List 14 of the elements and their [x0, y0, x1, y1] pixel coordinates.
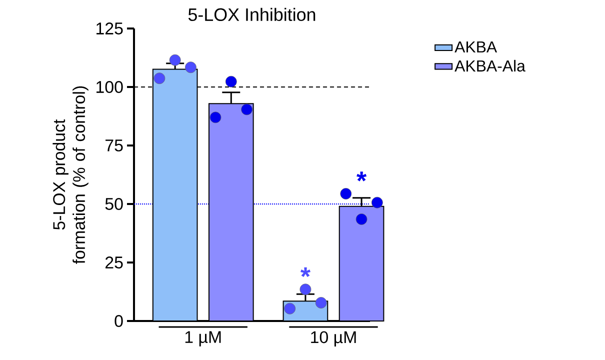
y-tick-label: 125: [96, 22, 123, 34]
annotation: *: [300, 267, 310, 278]
y-axis-title: 5-LOX product formation (% of control): [52, 86, 88, 264]
x-tick-label: 1 µM: [185, 331, 221, 346]
y-tick-label: 50: [105, 198, 123, 210]
y-tick-label: 100: [96, 81, 123, 93]
annotation: *: [356, 172, 367, 182]
legend-label: AKBA: [454, 41, 498, 52]
chart-title: 5-LOX Inhibition: [188, 8, 316, 21]
y-tick-label: 75: [106, 140, 123, 152]
y-tick-label: 0: [114, 315, 123, 327]
y-tick-label: 25: [106, 256, 123, 268]
x-tick-label: 10 µM: [311, 331, 356, 347]
legend-label: AKBA-Ala: [454, 60, 526, 72]
